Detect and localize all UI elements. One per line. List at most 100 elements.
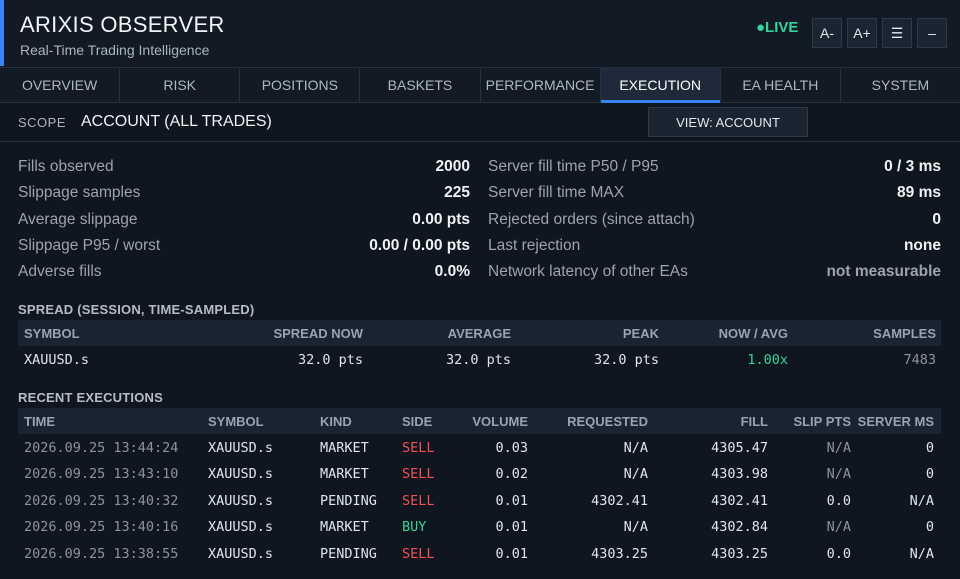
- col-symbol[interactable]: SYMBOL: [208, 414, 264, 429]
- cell-fill: 4305.47: [711, 440, 768, 456]
- stat-label: Rejected orders (since attach): [488, 210, 695, 228]
- app-header: ARIXIS OBSERVER Real-Time Trading Intell…: [0, 0, 960, 66]
- executions-table-header: TIME SYMBOL KIND SIDE VOLUME REQUESTED F…: [18, 408, 941, 434]
- stat-row: Adverse fills 0.0%: [18, 260, 470, 286]
- col-slip[interactable]: SLIP PTS: [793, 414, 851, 429]
- col-now-avg[interactable]: NOW / AVG: [718, 326, 788, 341]
- cell-side: SELL: [402, 545, 435, 562]
- stat-row: Rejected orders (since attach) 0: [488, 208, 941, 234]
- stat-row: Fills observed 2000: [18, 155, 470, 181]
- tab-overview[interactable]: OVERVIEW: [0, 68, 121, 102]
- cell-volume: 0.01: [495, 492, 528, 509]
- stat-label: Last rejection: [488, 236, 581, 254]
- app-subtitle: Real-Time Trading Intelligence: [20, 42, 210, 58]
- cell-time: 2026.09.25 13:38:55: [24, 545, 179, 562]
- cell-requested: N/A: [623, 519, 648, 536]
- cell-time: 2026.09.25 13:43:10: [24, 466, 179, 483]
- cell-now-avg: 1.00x: [747, 352, 788, 368]
- stat-label: Server fill time MAX: [488, 184, 625, 202]
- cell-fill: 4302.84: [711, 519, 768, 536]
- stat-value: not measurable: [826, 263, 941, 281]
- table-row[interactable]: XAUUSD.s 32.0 pts 32.0 pts 32.0 pts 1.00…: [18, 346, 941, 372]
- table-row[interactable]: 2026.09.25 13:43:10 XAUUSD.s MARKET SELL…: [18, 460, 941, 486]
- cell-peak: 32.0 pts: [593, 352, 659, 368]
- cell-fill: 4302.41: [711, 492, 768, 509]
- col-average[interactable]: AVERAGE: [447, 326, 511, 341]
- cell-symbol: XAUUSD.s: [208, 492, 274, 509]
- col-side[interactable]: SIDE: [402, 414, 433, 429]
- cell-server-ms: 0: [925, 440, 934, 456]
- cell-requested: 4302.41: [591, 492, 648, 509]
- table-row[interactable]: 2026.09.25 13:40:16 XAUUSD.s MARKET BUY …: [18, 513, 941, 539]
- view-account-button[interactable]: VIEW: ACCOUNT: [648, 107, 808, 137]
- cell-server-ms: 0: [925, 466, 934, 483]
- execution-stats-left: Fills observed 2000 Slippage samples 225…: [18, 155, 470, 286]
- col-server-ms[interactable]: SERVER MS: [857, 414, 934, 429]
- col-samples[interactable]: SAMPLES: [873, 326, 936, 341]
- cell-volume: 0.01: [495, 519, 528, 536]
- cell-average: 32.0 pts: [445, 352, 511, 368]
- stat-value: 0 / 3 ms: [884, 158, 941, 175]
- col-requested[interactable]: REQUESTED: [567, 414, 648, 429]
- stat-row: Last rejection none: [488, 234, 941, 260]
- cell-server-ms: 0: [925, 519, 934, 536]
- tab-baskets[interactable]: BASKETS: [360, 68, 481, 102]
- cell-kind: PENDING: [320, 492, 377, 509]
- tab-system[interactable]: SYSTEM: [871, 77, 930, 93]
- app-title: ARIXIS OBSERVER: [20, 12, 225, 37]
- cell-slip: N/A: [826, 466, 851, 483]
- stat-value: 89 ms: [897, 184, 941, 202]
- cell-fill: 4303.25: [711, 545, 768, 562]
- tab-positions[interactable]: POSITIONS: [240, 68, 361, 102]
- cell-time: 2026.09.25 13:44:24: [24, 440, 179, 456]
- cell-slip: 0.0: [826, 492, 851, 509]
- col-peak[interactable]: PEAK: [622, 326, 659, 341]
- stat-row: Server fill time P50 / P95 0 / 3 ms: [488, 155, 941, 181]
- spread-table-header: SYMBOL SPREAD NOW AVERAGE PEAK NOW / AVG…: [18, 320, 941, 346]
- cell-side: BUY: [402, 519, 427, 536]
- spread-section-title: SPREAD (SESSION, TIME-SAMPLED): [18, 302, 255, 317]
- col-fill[interactable]: FILL: [740, 414, 768, 429]
- cell-spread-now: 32.0 pts: [297, 352, 363, 368]
- cell-slip: 0.0: [826, 545, 851, 562]
- table-row[interactable]: 2026.09.25 13:44:24 XAUUSD.s MARKET SELL…: [18, 434, 941, 460]
- tab-execution[interactable]: EXECUTION: [600, 68, 721, 103]
- font-decrease-button[interactable]: A-: [812, 18, 842, 48]
- cell-kind: MARKET: [320, 466, 369, 483]
- col-time[interactable]: TIME: [24, 414, 56, 429]
- minimize-button[interactable]: –: [917, 18, 947, 48]
- stat-label: Fills observed: [18, 158, 114, 175]
- tab-ea-health[interactable]: EA HEALTH: [721, 68, 841, 102]
- cell-time: 2026.09.25 13:40:16: [24, 519, 179, 536]
- stat-label: Server fill time P50 / P95: [488, 158, 659, 175]
- col-symbol[interactable]: SYMBOL: [24, 326, 80, 341]
- stat-value: 2000: [435, 158, 470, 175]
- cell-samples: 7483: [903, 352, 936, 368]
- col-spread-now[interactable]: SPREAD NOW: [273, 326, 363, 341]
- scope-label: SCOPE: [18, 115, 67, 130]
- table-row[interactable]: 2026.09.25 13:40:32 XAUUSD.s PENDING SEL…: [18, 487, 941, 513]
- stat-row: Slippage samples 225: [18, 181, 470, 207]
- cell-symbol: XAUUSD.s: [208, 519, 274, 536]
- stat-row: Server fill time MAX 89 ms: [488, 181, 941, 207]
- cell-fill: 4303.98: [711, 466, 768, 483]
- cell-slip: N/A: [826, 519, 851, 536]
- stat-value: 0.00 / 0.00 pts: [369, 236, 470, 254]
- cell-volume: 0.03: [495, 440, 528, 456]
- cell-slip: N/A: [826, 440, 851, 456]
- stat-row: Slippage P95 / worst 0.00 / 0.00 pts: [18, 234, 470, 260]
- tab-performance[interactable]: PERFORMANCE: [481, 68, 601, 102]
- menu-button[interactable]: ☰: [882, 18, 912, 48]
- cell-volume: 0.02: [495, 466, 528, 483]
- stat-row: Network latency of other EAs not measura…: [488, 260, 941, 286]
- font-increase-button[interactable]: A+: [847, 18, 877, 48]
- col-volume[interactable]: VOLUME: [472, 414, 528, 429]
- scope-value: ACCOUNT (ALL TRADES): [81, 113, 272, 130]
- cell-side: SELL: [402, 440, 435, 456]
- table-row[interactable]: 2026.09.25 13:38:55 XAUUSD.s PENDING SEL…: [18, 540, 941, 566]
- col-kind[interactable]: KIND: [320, 414, 352, 429]
- tab-risk[interactable]: RISK: [120, 68, 241, 102]
- stat-label: Adverse fills: [18, 263, 102, 281]
- cell-side: SELL: [402, 492, 435, 509]
- cell-kind: MARKET: [320, 440, 369, 456]
